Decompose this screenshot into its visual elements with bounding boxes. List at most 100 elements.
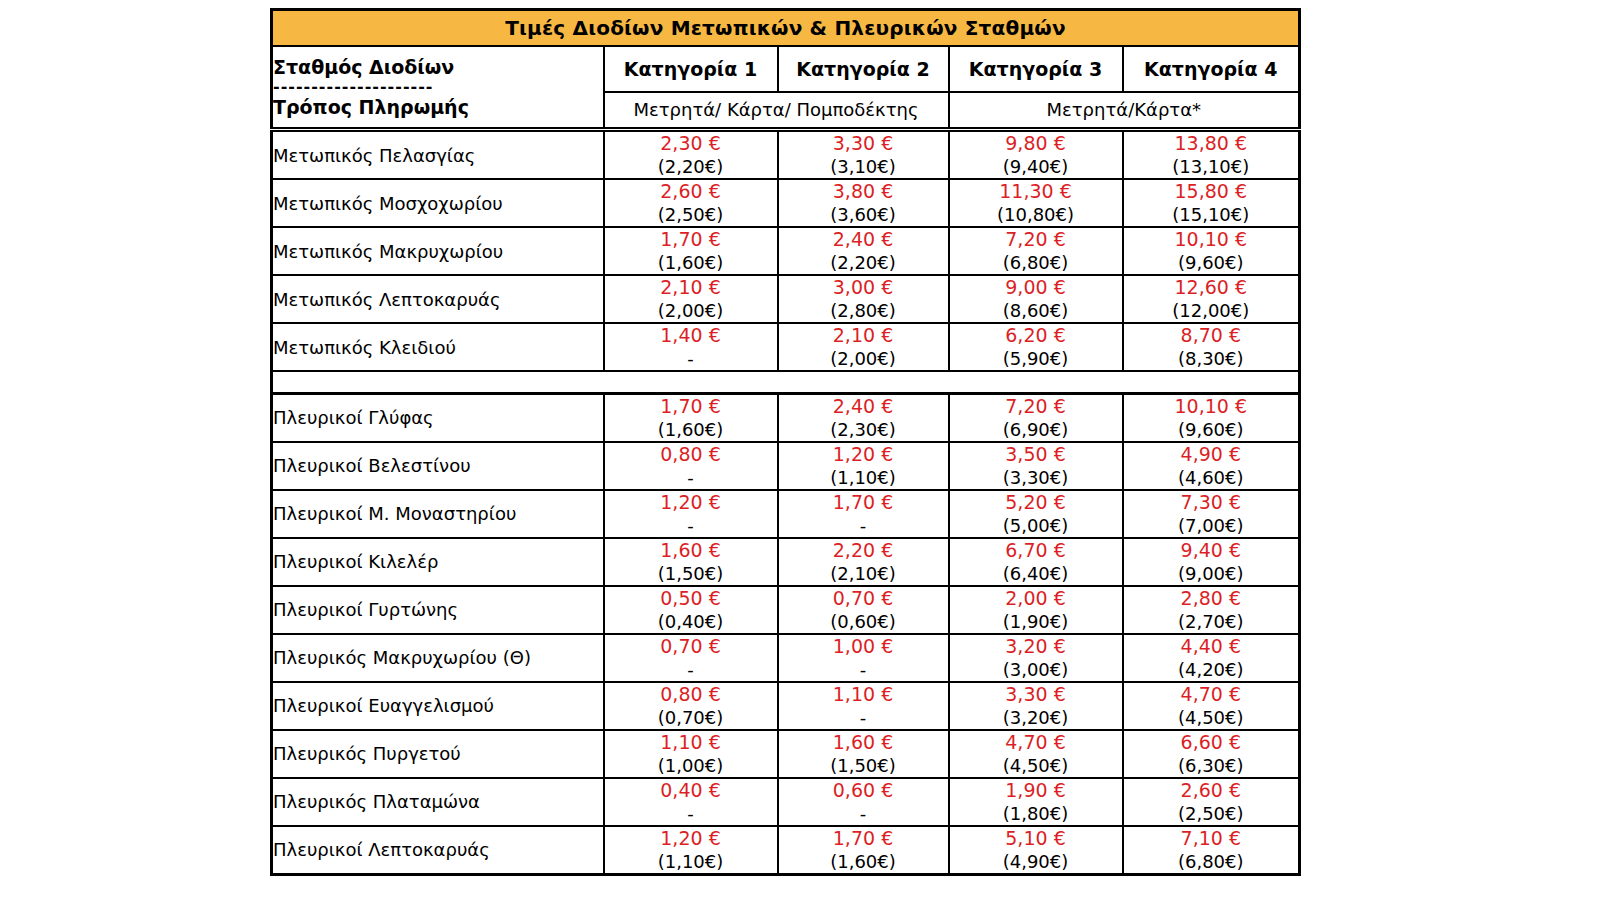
discount-value: (1,60€) — [779, 850, 948, 873]
discount-value: (2,70€) — [1124, 610, 1299, 633]
price-cell: 5,10 €(4,90€) — [949, 826, 1123, 875]
price-value: 9,40 € — [1124, 539, 1299, 562]
discount-value: (4,20€) — [1124, 658, 1299, 681]
station-name: Πλευρικοί Γυρτώνης — [272, 586, 604, 634]
discount-value: (6,90€) — [950, 418, 1122, 441]
price-value: 2,40 € — [779, 228, 948, 251]
price-value: 2,60 € — [605, 180, 777, 203]
station-name: Πλευρικοί Λεπτοκαρυάς — [272, 826, 604, 875]
discount-value: (1,50€) — [605, 562, 777, 585]
price-value: 7,10 € — [1124, 827, 1299, 850]
price-cell: 9,80 €(9,40€) — [949, 130, 1123, 180]
price-cell: 10,10 €(9,60€) — [1123, 393, 1300, 442]
table-row: Πλευρικοί Μ. Μοναστηρίου1,20 €-1,70 €-5,… — [272, 490, 1300, 538]
price-value: 4,90 € — [1124, 443, 1299, 466]
price-cell: 0,70 €(0,60€) — [778, 586, 949, 634]
price-value: 5,10 € — [950, 827, 1122, 850]
price-cell: 2,30 €(2,20€) — [604, 130, 778, 180]
table-row: Πλευρικός Πλαταμώνα0,40 €-0,60 €-1,90 €(… — [272, 778, 1300, 826]
station-name: Πλευρικός Πλαταμώνα — [272, 778, 604, 826]
price-value: 9,80 € — [950, 132, 1122, 155]
price-value: 2,10 € — [779, 324, 948, 347]
price-value: 7,20 € — [950, 395, 1122, 418]
station-name: Μετωπικός Μοσχοχωρίου — [272, 179, 604, 227]
price-value: 3,20 € — [950, 635, 1122, 658]
price-cell: 1,60 €(1,50€) — [604, 538, 778, 586]
price-value: 0,80 € — [605, 683, 777, 706]
discount-value: (15,10€) — [1124, 203, 1299, 226]
price-cell: 3,80 €(3,60€) — [778, 179, 949, 227]
price-cell: 5,20 €(5,00€) — [949, 490, 1123, 538]
table-row: Πλευρικός Πυργετού1,10 €(1,00€)1,60 €(1,… — [272, 730, 1300, 778]
discount-value: - — [605, 802, 777, 825]
table-row: Πλευρικοί Κιλελέρ1,60 €(1,50€)2,20 €(2,1… — [272, 538, 1300, 586]
discount-value: (6,30€) — [1124, 754, 1299, 777]
price-value: 3,30 € — [779, 132, 948, 155]
price-cell: 1,60 €(1,50€) — [778, 730, 949, 778]
price-value: 1,60 € — [605, 539, 777, 562]
price-cell: 1,70 €(1,60€) — [778, 826, 949, 875]
price-value: 1,90 € — [950, 779, 1122, 802]
price-value: 6,60 € — [1124, 731, 1299, 754]
price-cell: 2,20 €(2,10€) — [778, 538, 949, 586]
price-cell: 1,10 €(1,00€) — [604, 730, 778, 778]
price-cell: 2,10 €(2,00€) — [604, 275, 778, 323]
price-cell: 6,60 €(6,30€) — [1123, 730, 1300, 778]
column-header-category-2: Κατηγορία 2 — [778, 46, 949, 92]
station-header-label: Σταθμός Διοδίων — [273, 54, 603, 80]
price-cell: 8,70 €(8,30€) — [1123, 323, 1300, 371]
table-row: Πλευρικοί Βελεστίνου0,80 €-1,20 €(1,10€)… — [272, 442, 1300, 490]
price-cell: 1,40 €- — [604, 323, 778, 371]
price-cell: 3,00 €(2,80€) — [778, 275, 949, 323]
price-value: 10,10 € — [1124, 228, 1299, 251]
price-value: 6,20 € — [950, 324, 1122, 347]
price-cell: 1,70 €(1,60€) — [604, 393, 778, 442]
discount-value: (9,40€) — [950, 155, 1122, 178]
column-header-category-1: Κατηγορία 1 — [604, 46, 778, 92]
price-cell: 9,40 €(9,00€) — [1123, 538, 1300, 586]
table-row: Μετωπικός Λεπτοκαρυάς2,10 €(2,00€)3,00 €… — [272, 275, 1300, 323]
price-value: 0,80 € — [605, 443, 777, 466]
price-cell: 6,70 €(6,40€) — [949, 538, 1123, 586]
discount-value: (1,00€) — [605, 754, 777, 777]
discount-value: (13,10€) — [1124, 155, 1299, 178]
price-value: 11,30 € — [950, 180, 1122, 203]
table-row: Μετωπικός Κλειδιού1,40 €-2,10 €(2,00€)6,… — [272, 323, 1300, 371]
price-value: 9,00 € — [950, 276, 1122, 299]
category-header-row: Σταθμός Διοδίων --------------------- Τρ… — [272, 46, 1300, 92]
discount-value: - — [605, 658, 777, 681]
price-cell: 7,20 €(6,90€) — [949, 393, 1123, 442]
discount-value: (6,80€) — [950, 251, 1122, 274]
discount-value: (2,00€) — [605, 299, 777, 322]
column-header-category-3: Κατηγορία 3 — [949, 46, 1123, 92]
station-name: Μετωπικός Λεπτοκαρυάς — [272, 275, 604, 323]
station-name: Πλευρικοί Ευαγγελισμού — [272, 682, 604, 730]
discount-value: - — [779, 658, 948, 681]
price-cell: 4,40 €(4,20€) — [1123, 634, 1300, 682]
price-cell: 1,90 €(1,80€) — [949, 778, 1123, 826]
discount-value: (3,60€) — [779, 203, 948, 226]
price-value: 2,00 € — [950, 587, 1122, 610]
price-value: 0,50 € — [605, 587, 777, 610]
station-name: Πλευρικοί Βελεστίνου — [272, 442, 604, 490]
price-cell: 12,60 €(12,00€) — [1123, 275, 1300, 323]
station-name: Μετωπικός Κλειδιού — [272, 323, 604, 371]
station-name: Πλευρικός Μακρυχωρίου (Θ) — [272, 634, 604, 682]
price-value: 3,50 € — [950, 443, 1122, 466]
station-name: Πλευρικοί Μ. Μοναστηρίου — [272, 490, 604, 538]
station-payment-header: Σταθμός Διοδίων --------------------- Τρ… — [272, 46, 604, 130]
table-row: Πλευρικός Μακρυχωρίου (Θ)0,70 €-1,00 €-3… — [272, 634, 1300, 682]
price-value: 1,10 € — [779, 683, 948, 706]
price-value: 12,60 € — [1124, 276, 1299, 299]
discount-value: (10,80€) — [950, 203, 1122, 226]
discount-value: - — [605, 514, 777, 537]
discount-value: (0,60€) — [779, 610, 948, 633]
price-cell: 0,80 €- — [604, 442, 778, 490]
price-value: 1,40 € — [605, 324, 777, 347]
price-value: 1,20 € — [605, 827, 777, 850]
table-row: Πλευρικοί Ευαγγελισμού0,80 €(0,70€)1,10 … — [272, 682, 1300, 730]
price-value: 1,70 € — [779, 827, 948, 850]
price-cell: 7,20 €(6,80€) — [949, 227, 1123, 275]
discount-value: (4,60€) — [1124, 466, 1299, 489]
price-cell: 4,70 €(4,50€) — [1123, 682, 1300, 730]
